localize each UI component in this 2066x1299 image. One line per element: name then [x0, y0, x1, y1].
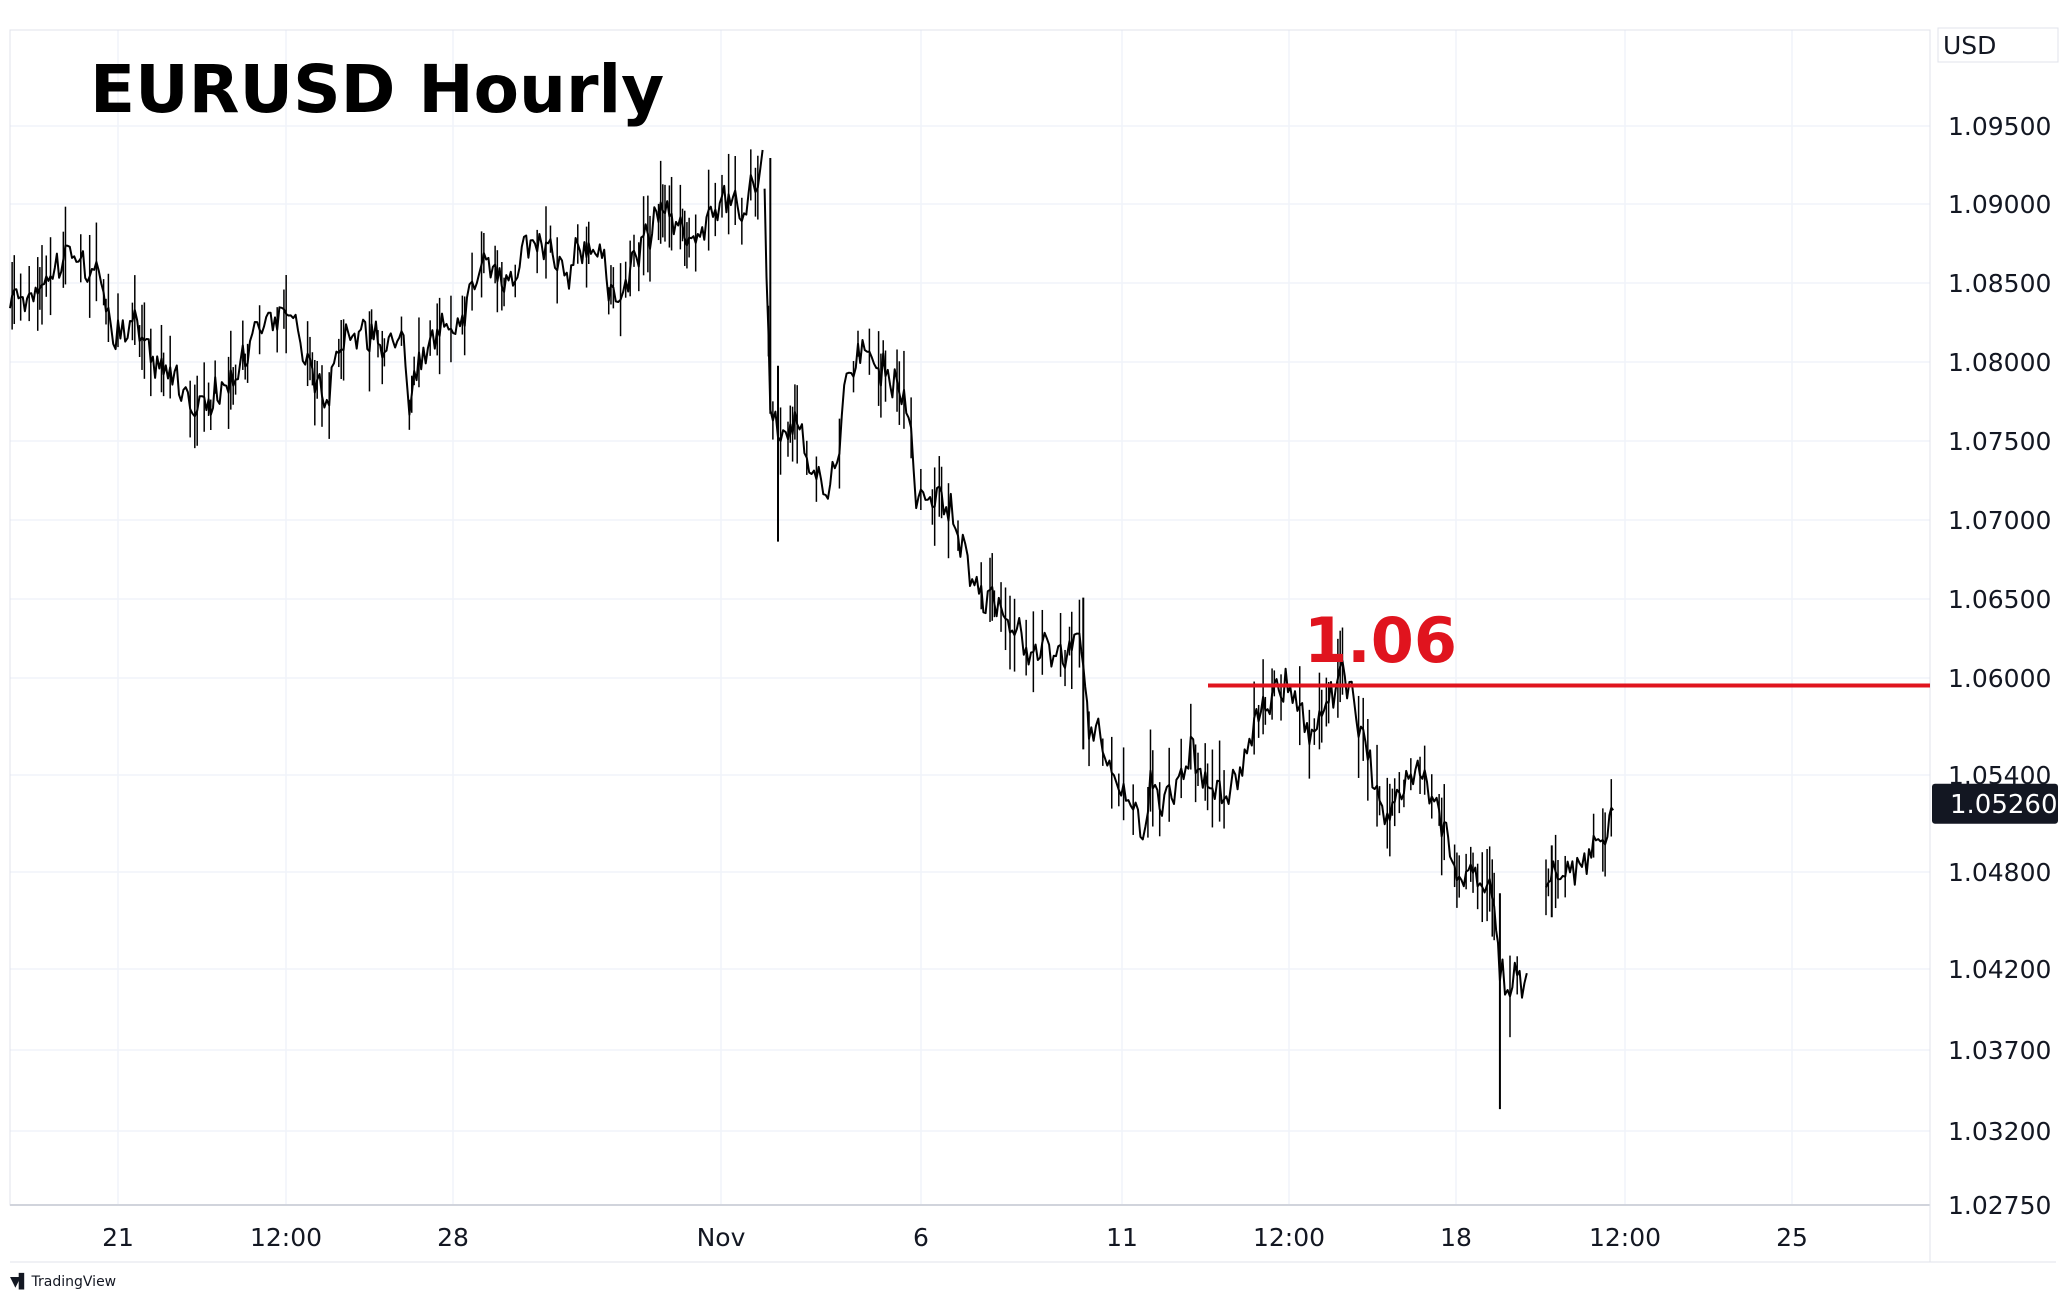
last-price-badge: [1932, 783, 2058, 824]
price-tick-label: 1.07500: [1948, 427, 2051, 456]
time-tick-label: 18: [1440, 1223, 1472, 1252]
price-tick-label: 1.06000: [1948, 664, 2051, 693]
tradingview-logo-icon: ▼▌: [10, 1274, 29, 1290]
level-annotation-label: 1.06: [1304, 604, 1457, 677]
price-tick-label: 1.07000: [1948, 506, 2051, 535]
price-tick-label: 1.08500: [1948, 269, 2051, 298]
price-tick-label: 1.08000: [1948, 348, 2051, 377]
last-price-label: 1.05260: [1950, 790, 2058, 820]
currency-label: USD: [1943, 31, 1996, 60]
time-tick-label: 12:00: [250, 1223, 322, 1252]
price-tick-label: 1.03700: [1948, 1036, 2051, 1065]
price-tick-label: 1.09000: [1948, 190, 2051, 219]
time-tick-label: 6: [913, 1223, 929, 1252]
brand-name: TradingView: [31, 1274, 117, 1290]
price-tick-label: 1.04200: [1948, 955, 2051, 984]
price-axis-ticks: 1.09500 1.09000 1.08500 1.08000 1.07500 1.070…: [1948, 112, 2051, 1220]
chart-title: EURUSD Hourly: [90, 51, 664, 128]
time-tick-label: 28: [437, 1223, 469, 1252]
price-tick-label: 1.09500: [1948, 112, 2051, 141]
grid-lines: [10, 30, 1930, 1205]
time-tick-label: 25: [1776, 1223, 1808, 1252]
time-tick-label: 11: [1106, 1223, 1138, 1252]
price-tick-label: 1.04800: [1948, 858, 2051, 887]
time-tick-label: 12:00: [1253, 1223, 1325, 1252]
time-tick-label: Nov: [697, 1223, 746, 1252]
price-tick-label: 1.03200: [1948, 1117, 2051, 1146]
tradingview-brand[interactable]: ▼▌ TradingView: [10, 1274, 116, 1290]
price-tick-label: 1.02750: [1948, 1191, 2051, 1220]
price-series: [9, 149, 1614, 1110]
time-tick-label: 12:00: [1589, 1223, 1661, 1252]
time-axis-ticks: 21 12:00 28 Nov 6 11 12:00 18 12:00 25: [102, 1223, 1808, 1252]
price-series-segment-2: [763, 188, 1528, 999]
price-tick-label: 1.06500: [1948, 585, 2051, 614]
time-tick-label: 21: [102, 1223, 134, 1252]
currency-label-box: [1937, 27, 2059, 63]
